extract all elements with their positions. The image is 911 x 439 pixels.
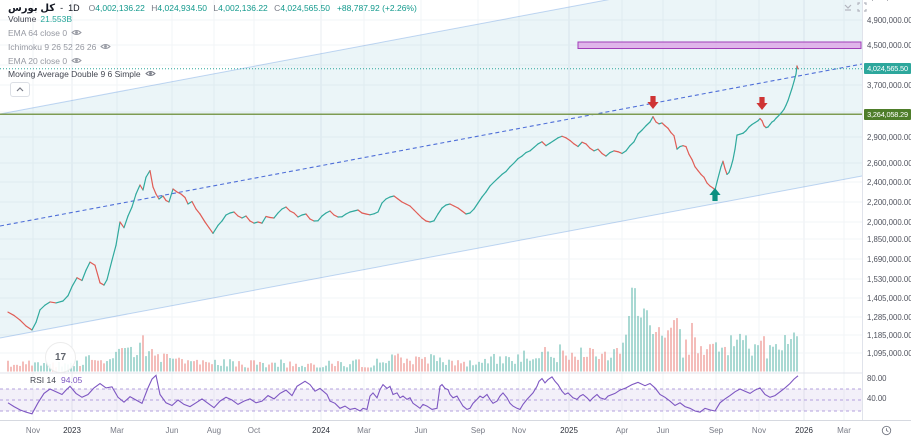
down-arrow-marker[interactable] <box>647 96 659 109</box>
price-axis-label: 2,900,000.00 <box>867 133 911 142</box>
time-axis-label: Jun <box>414 426 428 435</box>
low-key: L <box>213 3 219 13</box>
indicator-row-ema64[interactable]: EMA 64 close 0 <box>8 27 82 38</box>
chevron-up-icon <box>16 87 24 92</box>
eye-icon[interactable] <box>100 42 112 51</box>
ema20-label: EMA 20 close 0 <box>8 55 68 66</box>
tradingview-glyph: 17 <box>54 352 67 363</box>
chevron-down-icon[interactable] <box>843 2 853 12</box>
up-arrow-marker[interactable] <box>709 188 721 201</box>
indicator-row-volume[interactable]: Volume 21.553B <box>8 13 72 24</box>
time-axis[interactable]: Nov 2023 Mar Jun Aug Oct 2024 Mar Jun Sep Nov 2025 A… <box>0 420 862 439</box>
rsi-line <box>7 374 799 415</box>
price-axis-label: 2,200,000.00 <box>867 198 911 207</box>
price-axis-label: 2,000,000.00 <box>867 218 911 227</box>
price-axis-label: 2,400,000.00 <box>867 178 911 187</box>
time-axis-label: Mar <box>837 426 851 435</box>
price-axis-label: 1,530,000.00 <box>867 275 911 284</box>
indicator-row-ema20[interactable]: EMA 20 close 0 <box>8 55 82 66</box>
rsi-axis-label: 80.00 <box>867 374 887 383</box>
symbol-header[interactable]: کل بورس - 1D O4,002,136.22 H4,024,934.50… <box>8 2 417 14</box>
time-axis-label: Jun <box>165 426 179 435</box>
price-axis-label: 1,690,000.00 <box>867 255 911 264</box>
time-axis-label: Mar <box>357 426 371 435</box>
collapse-indicators-button[interactable] <box>10 82 30 97</box>
high-value: 4,024,934.50 <box>157 3 208 13</box>
price-axis-label: 1,185,000.00 <box>867 331 911 340</box>
volume-label: Volume <box>8 13 37 24</box>
open-key: O <box>88 3 96 13</box>
rsi-legend[interactable]: RSI 14 94.05 <box>30 375 82 385</box>
eye-icon[interactable] <box>71 28 82 37</box>
level-price-tag: 3,264,058.29 <box>864 108 911 120</box>
timezone-corner[interactable] <box>862 420 911 439</box>
channel-top-line[interactable] <box>0 0 862 115</box>
low-value: 4,002,136.22 <box>218 3 268 13</box>
resistance-rectangle[interactable] <box>577 41 862 49</box>
price-series <box>7 65 799 331</box>
volume-series <box>7 287 798 372</box>
close-value: 4,024,565.50 <box>280 3 330 13</box>
clock-icon <box>881 425 892 436</box>
down-arrow-marker[interactable] <box>756 97 768 110</box>
eye-icon[interactable] <box>144 69 156 78</box>
time-axis-label: Oct <box>247 426 261 435</box>
price-axis-label: 4,500,000.00 <box>867 41 911 50</box>
ichimoku-label: Ichimoku 9 26 52 26 26 <box>8 41 97 52</box>
rsi-label: RSI 14 <box>30 375 56 385</box>
time-axis-label: Nov <box>751 426 767 435</box>
price-axis[interactable]: 5,300,000.00 4,900,000.00 4,500,000.00 3,70… <box>862 0 911 420</box>
time-axis-label: 2023 <box>63 426 81 435</box>
separator: - <box>60 3 64 13</box>
price-axis-label: 3,700,000.00 <box>867 81 911 90</box>
channel-fill[interactable] <box>0 0 862 338</box>
price-axis-label: 1,850,000.00 <box>867 235 911 244</box>
timeframe[interactable]: 1D <box>68 3 80 13</box>
price-axis-label: 1,285,000.00 <box>867 313 911 322</box>
time-axis-label: Aug <box>206 426 222 435</box>
price-axis-label: 1,095,000.00 <box>867 349 911 358</box>
price-axis-label: 5,300,000.00 <box>867 0 911 2</box>
indicator-row-ichimoku[interactable]: Ichimoku 9 26 52 26 26 <box>8 41 112 52</box>
time-axis-label: Sep <box>708 426 724 435</box>
symbol-name[interactable]: کل بورس <box>8 2 56 14</box>
price-axis-label: 2,600,000.00 <box>867 159 911 168</box>
time-axis-label: 2024 <box>312 426 330 435</box>
channel-bottom-line[interactable] <box>0 175 863 339</box>
price-axis-label: 4,900,000.00 <box>867 16 911 25</box>
rsi-axis-label: 40.00 <box>867 394 887 403</box>
time-axis-label: Nov <box>25 426 41 435</box>
close-key: C <box>274 3 281 13</box>
pane-controls <box>843 2 867 12</box>
time-axis-label: Mar <box>110 426 124 435</box>
volume-value: 21.553B <box>40 13 73 24</box>
indicator-row-ma-double[interactable]: Moving Average Double 9 6 Simple <box>8 68 156 79</box>
time-axis-label: Apr <box>615 426 629 435</box>
open-value: 4,002,136.22 <box>95 3 145 13</box>
current-price-tag: 4,024,565.50 <box>864 63 911 75</box>
time-axis-label: Jun <box>656 426 670 435</box>
time-axis-label: 2025 <box>560 426 578 435</box>
time-axis-label: Sep <box>470 426 486 435</box>
price-axis-label: 1,405,000.00 <box>867 294 911 303</box>
maximize-icon[interactable] <box>857 2 867 12</box>
time-axis-label: 2026 <box>795 426 813 435</box>
change-value: +88,787.92 (+2.26%) <box>336 3 417 13</box>
time-axis-label: Nov <box>511 426 527 435</box>
high-key: H <box>151 3 158 13</box>
tradingview-logo[interactable]: 17 <box>45 342 76 373</box>
ohlc-values: O4,002,136.22 H4,024,934.50 L4,002,136.2… <box>85 3 330 13</box>
eye-icon[interactable] <box>71 56 82 65</box>
trendline-dashed[interactable] <box>0 63 863 227</box>
ema64-label: EMA 64 close 0 <box>8 27 68 38</box>
ma-double-label: Moving Average Double 9 6 Simple <box>8 68 141 79</box>
rsi-value: 94.05 <box>61 375 83 385</box>
